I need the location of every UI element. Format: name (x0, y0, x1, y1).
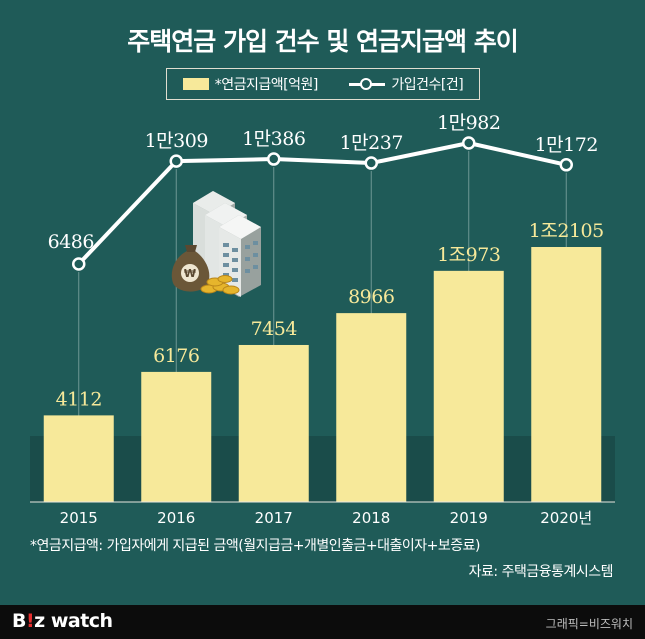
line-value-label: 6486 (48, 231, 94, 253)
line-value-labels: 6486 1만309 1만386 1만237 1만982 1만172 (48, 112, 599, 253)
line-point (364, 156, 378, 170)
line-point (72, 257, 86, 271)
legend-item-bar: *연금지급액[억원] (182, 74, 319, 94)
bar-value-label: 6176 (153, 345, 199, 367)
bar (433, 270, 504, 502)
line-value-label: 1만237 (340, 132, 403, 154)
footnote: *연금지급액: 가입자에게 지급된 금액(월지급금+개별인출금+대출이자+보증료… (30, 538, 480, 554)
legend-bar-label: *연금지급액[억원] (214, 77, 319, 93)
legend-item-line: 가입건수[건] (349, 74, 464, 94)
svg-text:₩: ₩ (184, 267, 196, 280)
x-tick-label: 2018 (352, 509, 390, 527)
bar-value-label: 8966 (348, 286, 394, 308)
bar-value-labels: 4112 6176 7454 8966 1조973 1조2105 (56, 220, 605, 410)
line-series (72, 136, 573, 271)
legend-line-label: 가입건수[건] (391, 77, 464, 93)
bars (43, 247, 602, 502)
line-point (169, 154, 183, 168)
chart-background-band (30, 436, 615, 502)
line-value-label: 1만309 (145, 130, 208, 152)
line-point (559, 158, 573, 172)
legend-line-swatch (349, 78, 386, 90)
x-tick-label: 2015 (60, 509, 98, 527)
line-value-label: 1만172 (535, 134, 598, 156)
x-tick-label: 2017 (255, 509, 293, 527)
bar (43, 415, 114, 502)
bar (531, 247, 602, 502)
legend-bar-swatch (182, 78, 209, 90)
line-value-label: 1만386 (242, 128, 305, 150)
x-axis-tick-labels: 2015 2016 2017 2018 2019 2020년 (60, 509, 593, 527)
bar (238, 344, 309, 502)
footer-bar: B!z watch 그래픽=비즈워치 (0, 605, 645, 639)
bar-value-label: 1조2105 (529, 220, 604, 242)
bar (336, 313, 407, 502)
logo-rest: z watch (34, 610, 113, 632)
bar-value-label: 4112 (56, 388, 102, 410)
bar-value-label: 7454 (251, 318, 298, 340)
x-tick-label: 2019 (450, 509, 488, 527)
line-point (462, 136, 476, 150)
x-tick-label: 2016 (157, 509, 195, 527)
logo-accent: ! (25, 610, 35, 632)
line-value-label: 1만982 (437, 112, 500, 134)
house-money-illustration: ₩ (171, 191, 261, 297)
legend: *연금지급액[억원] 가입건수[건] (166, 68, 480, 100)
logo-main: B (12, 610, 26, 632)
line-point (267, 152, 281, 166)
x-tick-label: 2020년 (540, 509, 592, 527)
bar (141, 371, 212, 502)
bar-value-label: 1조973 (437, 244, 500, 266)
line-series-path (77, 141, 567, 266)
chart-title: 주택연금 가입 건수 및 연금지급액 추이 (127, 27, 519, 56)
graphic-credit: 그래픽=비즈워치 (545, 617, 633, 631)
source-note: 자료: 주택금융통계시스템 (468, 564, 614, 580)
bizwatch-logo[interactable]: B!z watch (12, 610, 113, 632)
